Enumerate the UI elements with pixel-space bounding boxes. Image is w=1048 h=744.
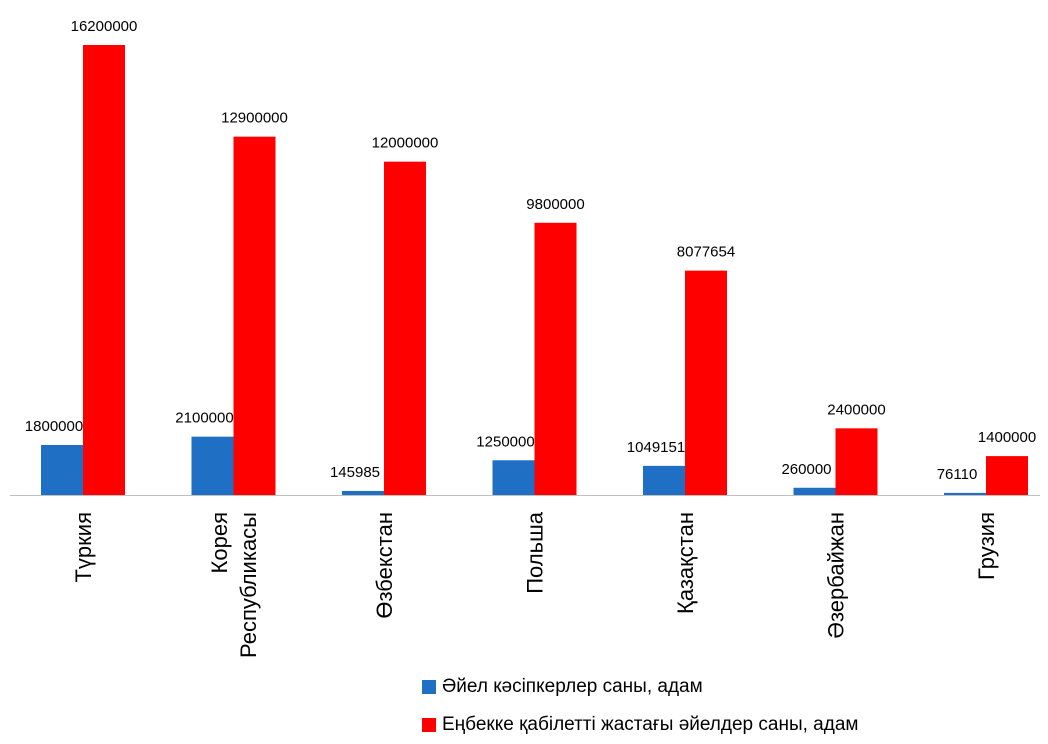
category-label-2-line-1: Корея bbox=[207, 512, 232, 573]
bar-series-1-cat-5 bbox=[643, 465, 685, 495]
data-label-series-2-cat-7: 1400000 bbox=[978, 429, 1036, 446]
bar-chart: 1800000 16200000 2100000 12900000 145985 1200… bbox=[10, 18, 1040, 658]
data-label-series-2-cat-3: 12000000 bbox=[372, 135, 439, 152]
bar-series-1-cat-7 bbox=[944, 492, 986, 495]
legend-label-series-1: Әйел кәсіпкерлер саны, адам bbox=[442, 676, 703, 697]
legend-swatch-series-1 bbox=[422, 680, 436, 694]
bar-series-1-cat-4 bbox=[492, 460, 535, 495]
legend: Әйел кәсіпкерлер саны, адам Еңбекке қабі… bbox=[422, 668, 858, 744]
bar-series-2-cat-2 bbox=[233, 136, 276, 495]
bar-series-2-cat-1 bbox=[83, 45, 125, 495]
category-label-2-line-2: Республикасы bbox=[236, 512, 261, 658]
data-label-series-2-cat-6: 2400000 bbox=[827, 401, 885, 418]
bars-group bbox=[41, 45, 1028, 495]
data-label-series-1-cat-1: 1800000 bbox=[25, 418, 83, 435]
category-label-7: Грузия bbox=[974, 512, 999, 580]
legend-item-series-2: Еңбекке қабілетті жастағы әйелдер саны, … bbox=[422, 706, 858, 744]
data-label-series-1-cat-6: 260000 bbox=[781, 461, 831, 478]
bar-series-1-cat-2 bbox=[191, 436, 234, 495]
bar-series-1-cat-6 bbox=[793, 487, 836, 495]
data-label-series-1-cat-4: 1250000 bbox=[476, 433, 534, 450]
data-label-series-2-cat-2: 12900000 bbox=[221, 110, 288, 127]
category-label-1: Түркия bbox=[71, 512, 96, 583]
data-label-series-1-cat-2: 2100000 bbox=[175, 410, 233, 427]
data-label-series-2-cat-5: 8077654 bbox=[677, 244, 735, 261]
data-label-series-2-cat-1: 16200000 bbox=[71, 18, 138, 35]
bar-series-2-cat-6 bbox=[835, 428, 878, 495]
bar-series-1-cat-3 bbox=[342, 490, 384, 495]
legend-label-series-2: Еңбекке қабілетті жастағы әйелдер саны, … bbox=[442, 714, 859, 735]
category-label-5: Қазақстан bbox=[673, 512, 698, 614]
legend-swatch-series-2 bbox=[422, 718, 436, 732]
category-label-4: Польша bbox=[523, 511, 548, 594]
data-labels-group: 1800000 16200000 2100000 12900000 145985 1200… bbox=[25, 18, 1036, 483]
data-label-series-1-cat-7: 76110 bbox=[937, 466, 978, 483]
bar-series-2-cat-3 bbox=[384, 161, 426, 495]
data-label-series-1-cat-3: 145985 bbox=[330, 464, 380, 481]
bar-series-1-cat-1 bbox=[41, 445, 83, 495]
legend-item-series-1: Әйел кәсіпкерлер саны, адам bbox=[422, 668, 858, 706]
category-label-6: Әзербайжан bbox=[824, 512, 849, 639]
bar-series-2-cat-7 bbox=[986, 456, 1028, 495]
bar-series-2-cat-5 bbox=[685, 270, 727, 495]
category-labels-group: Түркия Корея Республикасы Өзбекстан Польша Қа… bbox=[71, 511, 999, 658]
data-label-series-2-cat-4: 9800000 bbox=[526, 196, 584, 213]
category-label-3: Өзбекстан bbox=[372, 512, 397, 619]
data-label-series-1-cat-5: 1049151 bbox=[627, 439, 685, 456]
bar-series-2-cat-4 bbox=[534, 222, 577, 495]
